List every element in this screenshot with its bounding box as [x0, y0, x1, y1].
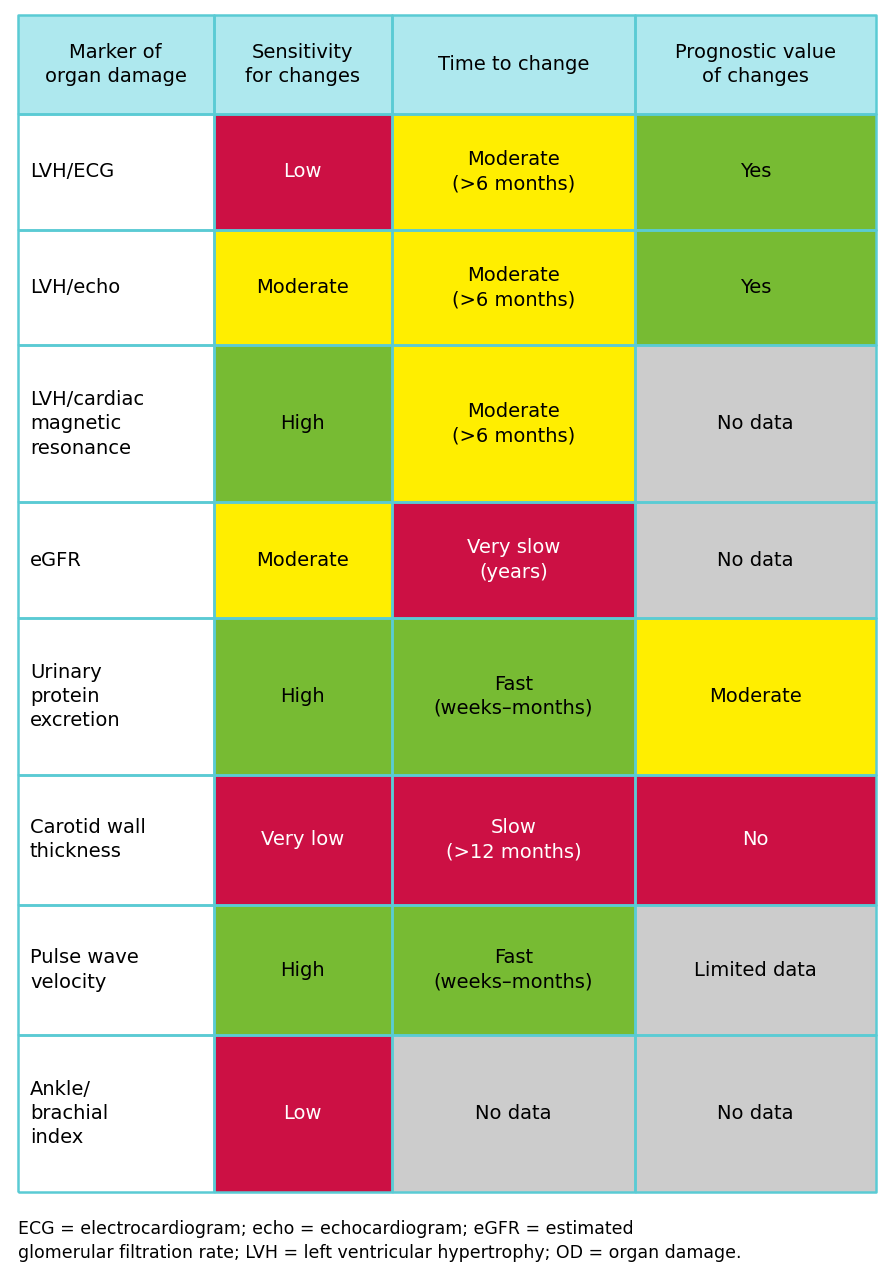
- Text: No data: No data: [717, 1105, 794, 1123]
- Text: Moderate: Moderate: [257, 278, 350, 297]
- Text: Urinary
protein
excretion: Urinary protein excretion: [30, 663, 121, 730]
- Text: Very slow
(years): Very slow (years): [467, 539, 561, 581]
- Bar: [18, 905, 214, 1036]
- Text: Pulse wave
velocity: Pulse wave velocity: [30, 948, 139, 992]
- Bar: [18, 229, 214, 346]
- Text: Yes: Yes: [739, 163, 772, 182]
- Text: Ankle/
brachial
index: Ankle/ brachial index: [30, 1080, 108, 1147]
- Text: LVH/ECG: LVH/ECG: [30, 163, 114, 182]
- Bar: [18, 346, 214, 502]
- Bar: [214, 1036, 392, 1192]
- Text: Yes: Yes: [739, 278, 772, 297]
- Text: Carotid wall
thickness: Carotid wall thickness: [30, 818, 146, 861]
- Text: LVH/echo: LVH/echo: [30, 278, 121, 297]
- Bar: [635, 1036, 876, 1192]
- Bar: [214, 618, 392, 774]
- Bar: [214, 905, 392, 1036]
- Text: Fast
(weeks–months): Fast (weeks–months): [434, 675, 594, 718]
- Bar: [635, 502, 876, 618]
- Text: Moderate
(>6 months): Moderate (>6 months): [451, 150, 575, 193]
- Text: Moderate: Moderate: [257, 550, 350, 570]
- Bar: [214, 114, 392, 229]
- Text: Slow
(>12 months): Slow (>12 months): [446, 818, 581, 861]
- Text: Moderate
(>6 months): Moderate (>6 months): [451, 402, 575, 445]
- Bar: [392, 905, 635, 1036]
- Bar: [635, 114, 876, 229]
- Bar: [214, 346, 392, 502]
- Bar: [18, 15, 214, 114]
- Text: Moderate: Moderate: [709, 687, 802, 705]
- Bar: [392, 114, 635, 229]
- Bar: [392, 229, 635, 346]
- Bar: [18, 1036, 214, 1192]
- Text: Fast
(weeks–months): Fast (weeks–months): [434, 948, 594, 992]
- Bar: [635, 15, 876, 114]
- Bar: [214, 15, 392, 114]
- Bar: [392, 15, 635, 114]
- Bar: [392, 502, 635, 618]
- Text: Sensitivity
for changes: Sensitivity for changes: [245, 42, 360, 86]
- Bar: [392, 618, 635, 774]
- Text: No data: No data: [476, 1105, 552, 1123]
- Text: Time to change: Time to change: [438, 55, 589, 74]
- Bar: [635, 229, 876, 346]
- Bar: [214, 229, 392, 346]
- Text: No data: No data: [717, 550, 794, 570]
- Text: High: High: [281, 960, 325, 979]
- Text: Low: Low: [283, 163, 322, 182]
- Bar: [635, 905, 876, 1036]
- Bar: [18, 774, 214, 905]
- Text: Prognostic value
of changes: Prognostic value of changes: [675, 42, 836, 86]
- Text: Limited data: Limited data: [694, 960, 817, 979]
- Bar: [18, 114, 214, 229]
- Bar: [18, 502, 214, 618]
- Text: Very low: Very low: [261, 831, 344, 850]
- Text: No: No: [742, 831, 769, 850]
- Bar: [392, 774, 635, 905]
- Bar: [635, 774, 876, 905]
- Text: High: High: [281, 415, 325, 434]
- Text: LVH/cardiac
magnetic
resonance: LVH/cardiac magnetic resonance: [30, 390, 144, 457]
- Text: eGFR: eGFR: [30, 550, 82, 570]
- Bar: [214, 774, 392, 905]
- Text: Low: Low: [283, 1105, 322, 1123]
- Text: Marker of
organ damage: Marker of organ damage: [45, 42, 187, 86]
- Bar: [635, 346, 876, 502]
- Bar: [392, 346, 635, 502]
- Bar: [635, 618, 876, 774]
- Text: ECG = electrocardiogram; echo = echocardiogram; eGFR = estimated
glomerular filt: ECG = electrocardiogram; echo = echocard…: [18, 1220, 741, 1262]
- Bar: [18, 618, 214, 774]
- Text: Moderate
(>6 months): Moderate (>6 months): [451, 266, 575, 310]
- Bar: [392, 1036, 635, 1192]
- Bar: [214, 502, 392, 618]
- Text: High: High: [281, 687, 325, 705]
- Text: No data: No data: [717, 415, 794, 434]
